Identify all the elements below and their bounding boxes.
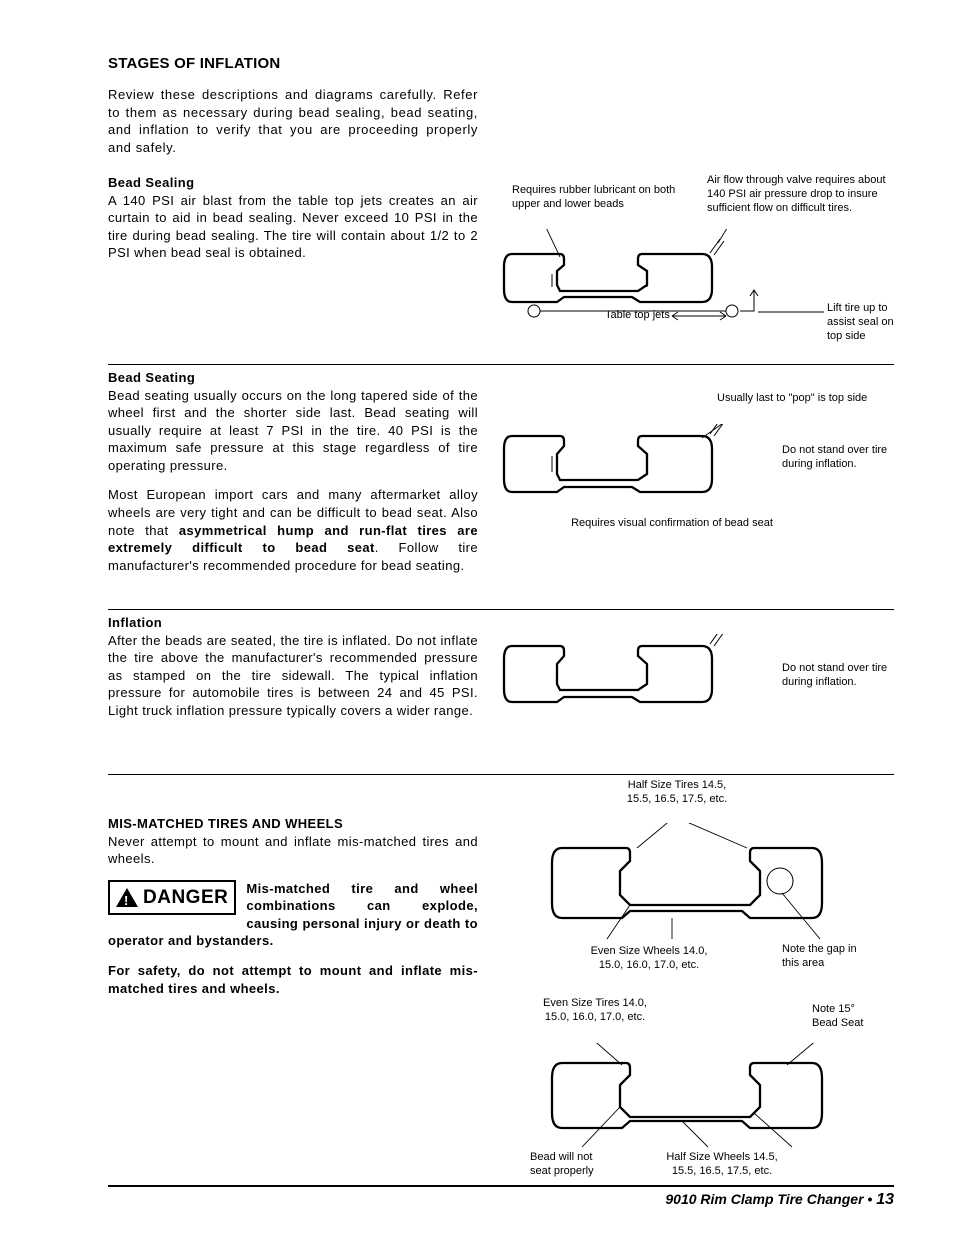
callout-jets: Table top jets <box>605 309 670 323</box>
mismatched-text: MIS-MATCHED TIRES AND WHEELS Never attem… <box>108 779 478 1179</box>
bead-sealing-diagram: Requires rubber lubricant on both upper … <box>492 174 894 364</box>
bead-seating-text: Bead Seating Bead seating usually occurs… <box>108 369 478 609</box>
jets-arrow <box>670 310 730 322</box>
section-title: STAGES OF INFLATION <box>108 55 894 72</box>
row-bead-seating: Bead Seating Bead seating usually occurs… <box>108 369 894 610</box>
bead-sealing-head: Bead Sealing <box>108 175 194 190</box>
warning-icon <box>116 888 138 907</box>
callout-even-tires: Even Size Tires 14.0, 15.0, 16.0, 17.0, … <box>540 997 650 1025</box>
row-inflation: Inflation After the beads are seated, th… <box>108 614 894 775</box>
row-mismatched: MIS-MATCHED TIRES AND WHEELS Never attem… <box>108 779 894 1179</box>
tire-svg-4a <box>522 823 872 963</box>
callout-no-stand-2: Do not stand over tire during inflation. <box>782 662 892 690</box>
mismatched-head: MIS-MATCHED TIRES AND WHEELS <box>108 816 343 831</box>
bead-seating-p1: Bead seating usually occurs on the long … <box>108 388 478 473</box>
tire-svg-2 <box>492 424 772 524</box>
inflation-diagram: Do not stand over tire during inflation. <box>492 614 894 774</box>
page-number: 13 <box>876 1191 894 1208</box>
danger-word: DANGER <box>143 885 228 911</box>
callout-lubricant: Requires rubber lubricant on both upper … <box>512 184 677 212</box>
callout-half-tires: Half Size Tires 14.5, 15.5, 16.5, 17.5, … <box>617 779 737 807</box>
mismatched-p1: Never attempt to mount and inflate mis-m… <box>108 834 478 867</box>
danger-badge: DANGER <box>108 880 236 916</box>
callout-note-gap: Note the gap in this area <box>782 943 872 971</box>
row-bead-sealing: Bead Sealing A 140 PSI air blast from th… <box>108 174 894 365</box>
callout-note-15: Note 15° Bead Seat <box>812 1003 882 1031</box>
inflation-text: Inflation After the beads are seated, th… <box>108 614 478 774</box>
callout-noseat: Bead will not seat properly <box>530 1151 610 1179</box>
bead-seating-diagram: Usually last to "pop" is top side Do not… <box>492 369 894 609</box>
callout-no-stand-1: Do not stand over tire during inflation. <box>782 444 892 472</box>
callout-half-wheels: Half Size Wheels 14.5, 15.5, 16.5, 17.5,… <box>662 1151 782 1179</box>
callout-airflow: Air flow through valve requires about 14… <box>707 174 887 215</box>
bead-sealing-body: A 140 PSI air blast from the table top j… <box>108 193 478 261</box>
callout-even-wheels: Even Size Wheels 14.0, 15.0, 16.0, 17.0,… <box>589 945 709 973</box>
mismatched-diagram: Half Size Tires 14.5, 15.5, 16.5, 17.5, … <box>492 779 894 1179</box>
page: STAGES OF INFLATION Review these descrip… <box>0 0 954 1229</box>
lift-leader <box>756 308 826 318</box>
callout-visual: Requires visual confirmation of bead sea… <box>547 517 797 531</box>
inflation-body: After the beads are seated, the tire is … <box>108 633 478 718</box>
footer-text: 9010 Rim Clamp Tire Changer • <box>665 1191 876 1207</box>
page-footer: 9010 Rim Clamp Tire Changer • 13 <box>108 1185 894 1209</box>
intro-paragraph: Review these descriptions and diagrams c… <box>108 86 478 156</box>
tire-svg-3 <box>492 634 772 734</box>
bead-seating-head: Bead Seating <box>108 370 195 385</box>
mismatched-p3: For safety, do not attempt to mount and … <box>108 963 478 996</box>
callout-pop: Usually last to "pop" is top side <box>717 392 887 406</box>
callout-lift: Lift tire up to assist seal on top side <box>827 302 907 343</box>
bead-sealing-text: Bead Sealing A 140 PSI air blast from th… <box>108 174 478 364</box>
inflation-head: Inflation <box>108 615 162 630</box>
